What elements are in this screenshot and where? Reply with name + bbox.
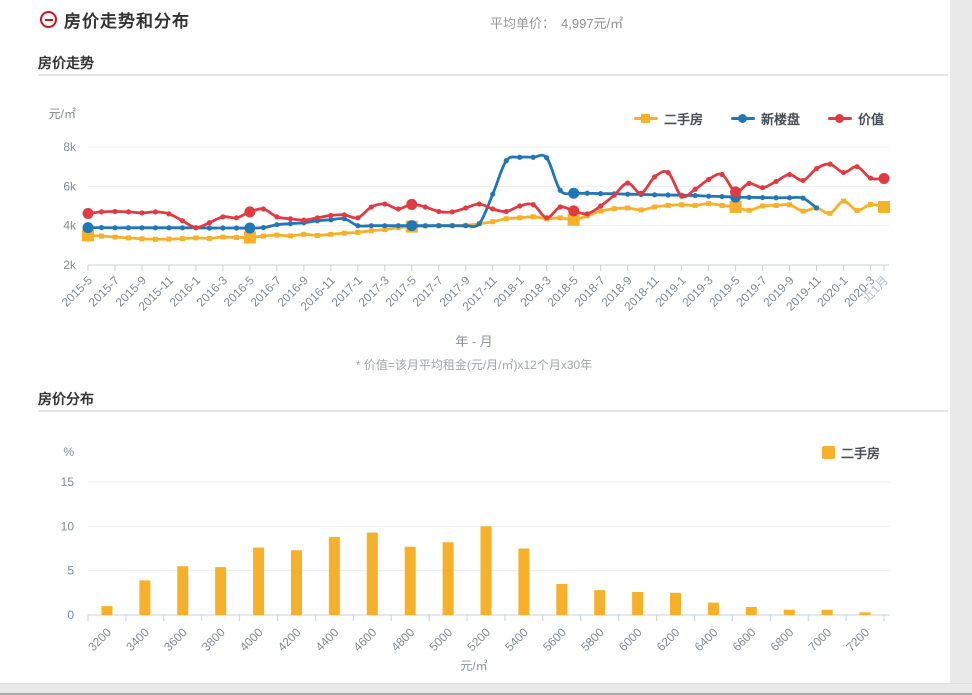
svg-text:6200: 6200 xyxy=(654,625,683,654)
legend-item-二手房[interactable]: 二手房 xyxy=(633,109,703,128)
svg-text:4000: 4000 xyxy=(237,625,266,654)
collapse-section-icon[interactable] xyxy=(40,11,57,28)
trend-legend: 二手房 新楼盘 价值 xyxy=(633,109,884,128)
bar-4200 xyxy=(290,550,302,615)
legend-item-价值[interactable]: 价值 xyxy=(827,109,884,128)
bar-5400 xyxy=(518,548,530,615)
window-edge-bottom xyxy=(0,683,972,695)
average-unit-price: 平均单价： 4,997元/㎡ xyxy=(490,13,623,32)
svg-text:2k: 2k xyxy=(63,258,77,272)
svg-text:3400: 3400 xyxy=(123,625,152,654)
bar-5800 xyxy=(594,590,606,615)
svg-text:6000: 6000 xyxy=(616,625,645,654)
bar-3600 xyxy=(177,566,189,615)
svg-text:4200: 4200 xyxy=(275,625,304,654)
bar-5600 xyxy=(556,583,568,615)
svg-text:4k: 4k xyxy=(63,219,77,233)
average-unit-price-value: 4,997元/㎡ xyxy=(561,16,624,31)
trend-section-title: 房价走势 xyxy=(38,55,94,71)
trend-divider xyxy=(38,74,948,76)
svg-text:5800: 5800 xyxy=(578,625,607,654)
bar-6200 xyxy=(670,592,682,615)
bar-5200 xyxy=(480,526,492,615)
bar-3200 xyxy=(101,606,113,615)
svg-text:4600: 4600 xyxy=(351,625,380,654)
legend-label: 新楼盘 xyxy=(760,112,800,127)
bar-swatch-icon xyxy=(821,446,835,459)
average-unit-price-label: 平均单价： xyxy=(490,16,556,31)
svg-text:%: % xyxy=(63,445,74,459)
dist-section-title: 房价分布 xyxy=(38,391,94,407)
dist-chart-canvas: % 0 5 10 15 3200 3400 3600 3800 4000 4200 4400 4600 4… xyxy=(61,445,890,654)
bar-5000 xyxy=(442,542,454,615)
svg-text:10: 10 xyxy=(61,519,75,533)
svg-text:4800: 4800 xyxy=(389,625,418,654)
legend-item-新楼盘[interactable]: 新楼盘 xyxy=(730,109,800,128)
bar-7200 xyxy=(859,612,871,615)
svg-text:3800: 3800 xyxy=(199,625,228,654)
dist-x-axis-title: 元/㎡ xyxy=(460,659,488,673)
series-价值 xyxy=(86,162,886,230)
line-square-marker-icon xyxy=(633,112,658,125)
legend-label: 价值 xyxy=(857,112,884,127)
bar-7000 xyxy=(821,609,833,615)
series-新楼盘 xyxy=(86,153,818,230)
svg-text:5: 5 xyxy=(67,564,74,578)
bar-4600 xyxy=(366,532,378,615)
dist-legend: 二手房 xyxy=(821,443,880,462)
legend-label: 二手房 xyxy=(663,112,703,127)
svg-text:0: 0 xyxy=(67,608,74,622)
trend-x-axis-title: 年 - 月 xyxy=(455,334,493,349)
bar-3800 xyxy=(215,567,227,615)
bar-3400 xyxy=(139,580,151,615)
svg-text:5200: 5200 xyxy=(464,625,493,654)
svg-text:3200: 3200 xyxy=(85,625,114,654)
legend-item-二手房[interactable]: 二手房 xyxy=(821,443,880,462)
bar-6400 xyxy=(707,602,719,615)
svg-text:5000: 5000 xyxy=(426,625,455,654)
svg-text:6600: 6600 xyxy=(730,625,759,654)
dist-divider xyxy=(38,410,948,412)
svg-text:8k: 8k xyxy=(63,140,77,154)
svg-text:6k: 6k xyxy=(63,179,77,193)
line-circle-marker-icon xyxy=(730,112,755,125)
svg-text:7200: 7200 xyxy=(843,625,872,654)
svg-text:5400: 5400 xyxy=(502,625,531,654)
svg-text:3600: 3600 xyxy=(161,625,190,654)
svg-text:7000: 7000 xyxy=(805,625,834,654)
svg-text:6800: 6800 xyxy=(768,625,797,654)
svg-text:元/㎡: 元/㎡ xyxy=(49,107,76,121)
svg-text:6400: 6400 xyxy=(692,625,721,654)
line-circle-marker-icon xyxy=(827,112,852,125)
bar-6600 xyxy=(745,607,757,615)
trend-chart-canvas: 元/㎡8k6k4k2k2015-52015-72015-92015-112016… xyxy=(49,107,891,314)
svg-text:4400: 4400 xyxy=(313,625,342,654)
bar-4400 xyxy=(328,536,340,615)
value-formula-footnote: * 价值=该月平均租金(元/月/㎡)x12个月x30年 xyxy=(355,358,593,372)
window-edge-right xyxy=(950,0,972,695)
bar-6000 xyxy=(632,591,644,615)
bar-4000 xyxy=(253,547,265,615)
bar-6800 xyxy=(783,609,795,615)
legend-label: 二手房 xyxy=(840,446,880,461)
svg-text:5600: 5600 xyxy=(540,625,569,654)
page-title: 房价走势和分布 xyxy=(64,12,190,31)
bar-4800 xyxy=(404,546,416,615)
svg-text:15: 15 xyxy=(61,475,75,489)
